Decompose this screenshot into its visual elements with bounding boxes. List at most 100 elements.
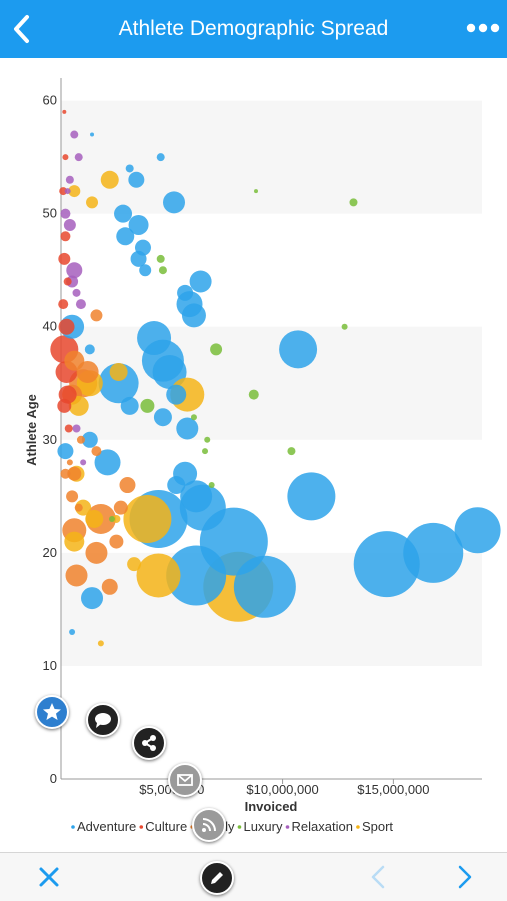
bubble-luxury[interactable] — [108, 515, 115, 522]
bubble-sport[interactable] — [64, 531, 85, 552]
bubble-family[interactable] — [74, 503, 83, 512]
bubble-luxury[interactable] — [287, 447, 296, 456]
bubble-adventure[interactable] — [176, 417, 199, 440]
share-fab[interactable] — [132, 726, 166, 760]
bubble-relaxation[interactable] — [75, 299, 86, 310]
bubble-adventure[interactable] — [180, 480, 213, 513]
bubble-family[interactable] — [101, 578, 118, 595]
bubble-adventure[interactable] — [128, 214, 149, 235]
bubble-family[interactable] — [66, 459, 73, 466]
bubble-family[interactable] — [119, 477, 136, 494]
bubble-sport[interactable] — [109, 362, 128, 381]
bubble-culture[interactable] — [58, 318, 75, 335]
bubble-family[interactable] — [60, 468, 71, 479]
bubble-relaxation[interactable] — [64, 188, 71, 195]
bubble-adventure[interactable] — [125, 164, 134, 173]
bubble-family[interactable] — [90, 309, 103, 322]
legend-label[interactable]: Culture — [145, 819, 187, 834]
bubble-luxury[interactable] — [253, 189, 258, 194]
bubble-relaxation[interactable] — [66, 262, 83, 279]
bubble-sport[interactable] — [100, 170, 119, 189]
bubble-luxury[interactable] — [204, 436, 211, 443]
bubble-adventure[interactable] — [153, 408, 172, 427]
bubble-adventure[interactable] — [84, 344, 95, 355]
bubble-culture[interactable] — [60, 231, 71, 242]
bubble-family[interactable] — [65, 564, 88, 587]
bubble-adventure[interactable] — [81, 431, 98, 448]
bubble-adventure[interactable] — [130, 250, 147, 267]
bubble-culture[interactable] — [57, 398, 72, 413]
bubble-adventure[interactable] — [94, 449, 121, 476]
bubble-luxury[interactable] — [156, 254, 165, 263]
bubble-culture[interactable] — [59, 187, 68, 196]
bubble-sport[interactable] — [127, 557, 142, 572]
bubble-family[interactable] — [113, 500, 128, 515]
bubble-adventure[interactable] — [353, 531, 420, 598]
bubble-culture[interactable] — [62, 154, 69, 161]
bubble-adventure[interactable] — [403, 522, 464, 583]
bubble-family[interactable] — [67, 466, 82, 481]
legend-label[interactable]: Luxury — [243, 819, 283, 834]
bubble-culture[interactable] — [58, 252, 71, 265]
legend-label[interactable]: Adventure — [77, 819, 136, 834]
legend-label[interactable]: Relaxation — [292, 819, 353, 834]
bubble-culture[interactable] — [64, 424, 73, 433]
bubble-adventure[interactable] — [116, 227, 135, 246]
bubble-adventure[interactable] — [57, 443, 74, 460]
bubble-culture[interactable] — [62, 109, 67, 114]
bubble-sport[interactable] — [85, 509, 104, 528]
back-chevron-icon[interactable] — [8, 13, 36, 45]
bubble-relaxation[interactable] — [74, 153, 83, 162]
edit-fab[interactable] — [200, 861, 234, 895]
bubble-adventure[interactable] — [287, 472, 336, 521]
bubble-luxury[interactable] — [158, 266, 167, 275]
bubble-adventure[interactable] — [137, 321, 172, 356]
previous-chevron-icon[interactable] — [363, 861, 395, 893]
close-icon[interactable] — [33, 861, 65, 893]
bubble-sport[interactable] — [68, 185, 81, 198]
bubble-culture[interactable] — [63, 277, 72, 286]
rss-fab[interactable] — [192, 808, 226, 842]
bubble-adventure[interactable] — [90, 132, 95, 137]
bubble-relaxation[interactable] — [80, 459, 87, 466]
bubble-adventure[interactable] — [177, 284, 194, 301]
next-chevron-icon[interactable] — [448, 861, 480, 893]
bubble-adventure[interactable] — [279, 330, 318, 369]
bubble-family[interactable] — [109, 534, 124, 549]
bubble-adventure[interactable] — [81, 587, 104, 610]
bubble-adventure[interactable] — [166, 545, 227, 606]
bubble-family[interactable] — [85, 541, 108, 564]
bubble-relaxation[interactable] — [72, 424, 81, 433]
bubble-luxury[interactable] — [341, 323, 348, 330]
bubble-luxury[interactable] — [190, 414, 197, 421]
bubble-adventure[interactable] — [114, 204, 133, 223]
bubble-adventure[interactable] — [166, 384, 187, 405]
bubble-relaxation[interactable] — [72, 288, 81, 297]
bubble-relaxation[interactable] — [65, 175, 74, 184]
bubble-adventure[interactable] — [167, 476, 186, 495]
more-dots-icon[interactable] — [465, 16, 501, 40]
bubble-luxury[interactable] — [248, 389, 259, 400]
bubble-family[interactable] — [66, 490, 79, 503]
bubble-adventure[interactable] — [233, 555, 296, 618]
bubble-culture[interactable] — [58, 299, 69, 310]
bubble-sport[interactable] — [86, 196, 99, 209]
bubble-sport[interactable] — [123, 494, 172, 543]
comment-fab[interactable] — [86, 703, 120, 737]
bubble-family[interactable] — [64, 350, 85, 371]
bubble-family[interactable] — [91, 446, 102, 457]
bubble-adventure[interactable] — [69, 629, 76, 636]
bubble-adventure[interactable] — [98, 363, 139, 404]
bubble-relaxation[interactable] — [63, 218, 76, 231]
favorite-fab[interactable] — [35, 695, 69, 729]
bubble-sport[interactable] — [97, 640, 104, 647]
bubble-adventure[interactable] — [120, 396, 139, 415]
bubble-luxury[interactable] — [202, 448, 209, 455]
bubble-luxury[interactable] — [210, 343, 223, 356]
bubble-family[interactable] — [76, 435, 85, 444]
bubble-luxury[interactable] — [349, 198, 358, 207]
bubble-adventure[interactable] — [181, 303, 206, 328]
bubble-sport[interactable] — [75, 499, 92, 516]
bubble-adventure[interactable] — [163, 191, 186, 214]
bubble-relaxation[interactable] — [60, 208, 71, 219]
